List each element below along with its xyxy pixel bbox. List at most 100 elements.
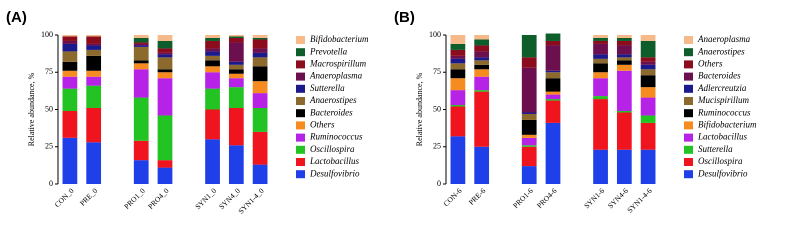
x-tick-label: PRO4-6 xyxy=(535,186,559,210)
x-tick-label: PRO1-6 xyxy=(511,186,535,210)
bar-segment xyxy=(450,55,466,59)
bar-segment xyxy=(205,40,220,49)
bar-segment xyxy=(450,78,466,91)
bar-segment xyxy=(474,69,490,77)
bar-segment xyxy=(205,37,220,41)
bar-segment xyxy=(252,57,268,67)
bar-segment xyxy=(228,145,244,184)
bar-segment xyxy=(545,40,561,46)
bar-segment xyxy=(86,36,102,44)
legend-swatch xyxy=(684,36,693,44)
bar-segment xyxy=(450,136,466,184)
bar-segment xyxy=(228,69,244,74)
bar-segment xyxy=(450,90,466,106)
bar-segment xyxy=(474,91,490,147)
bar-segment xyxy=(474,146,490,184)
bar-segment xyxy=(545,122,561,184)
bar-segment xyxy=(450,63,466,70)
y-axis-label: Relative abundance, % xyxy=(415,72,424,146)
bar-segment xyxy=(545,70,561,73)
bar-segment xyxy=(252,93,268,109)
y-tick-label: 100 xyxy=(41,30,53,39)
x-tick-label: CON_0 xyxy=(53,186,76,209)
bar-segment xyxy=(252,108,268,132)
y-tick-label: 100 xyxy=(429,30,441,39)
bar-segment xyxy=(157,54,173,58)
y-tick-label: 75 xyxy=(433,67,441,76)
legend-label: Ruminococcus xyxy=(309,132,363,142)
panel-label: (B) xyxy=(394,9,415,26)
bar-segment xyxy=(450,105,466,107)
bar-segment xyxy=(205,72,220,89)
bar-segment xyxy=(62,51,78,62)
bar-segment xyxy=(133,45,149,47)
bar-segment xyxy=(133,43,149,46)
legend-swatch xyxy=(296,133,305,142)
bar-segment xyxy=(228,35,244,37)
y-tick-label: 0 xyxy=(49,179,53,188)
bar-segment xyxy=(545,99,561,101)
bar-segment xyxy=(521,57,537,68)
bar-segment xyxy=(228,64,244,70)
bar-segment xyxy=(157,69,173,73)
legend-swatch xyxy=(296,109,305,118)
bar-segment xyxy=(86,70,102,77)
y-tick-label: 75 xyxy=(45,67,53,76)
legend-label: Prevotella xyxy=(309,46,348,56)
bar-segment xyxy=(593,58,608,64)
legend-label: Oscillospira xyxy=(698,156,743,166)
legend-swatch xyxy=(296,158,305,166)
bar-segment xyxy=(474,60,490,65)
bar-segment xyxy=(521,35,537,58)
bar-segment xyxy=(252,52,268,58)
bar-segment xyxy=(252,164,268,184)
legend-label: Anaerostipes xyxy=(309,95,357,105)
bar-segment xyxy=(593,43,608,55)
legend-label: Bifidobacterium xyxy=(698,119,757,129)
bar-segment xyxy=(521,119,537,135)
bar-segment xyxy=(640,40,656,58)
bar-segment xyxy=(521,166,537,184)
legend-swatch xyxy=(684,60,693,69)
bar-segment xyxy=(133,69,149,98)
bar-segment xyxy=(593,99,608,150)
bar-segment xyxy=(450,35,466,44)
bar-segment xyxy=(133,140,149,161)
y-axis-label: Relative abundance, % xyxy=(27,72,36,146)
bar-segment xyxy=(450,106,466,137)
legend-swatch xyxy=(296,84,305,93)
bar-segment xyxy=(593,37,608,41)
bar-segment xyxy=(205,48,220,52)
bar-segment xyxy=(252,81,268,94)
bar-segment xyxy=(157,160,173,168)
y-tick-label: 0 xyxy=(437,179,441,188)
legend-label: Sutterella xyxy=(698,144,733,154)
legend-label: Adlercreutzia xyxy=(697,83,747,93)
bar-segment xyxy=(521,145,537,147)
bar-segment xyxy=(133,35,149,38)
legend-swatch xyxy=(296,97,305,105)
bar-segment xyxy=(62,40,78,44)
x-tick-label: SYN1-6 xyxy=(582,186,606,210)
bar-segment xyxy=(545,33,561,41)
bar-segment xyxy=(86,45,102,50)
bar-segment xyxy=(86,43,102,46)
legend-label: Desulfovibrio xyxy=(697,168,748,178)
bar-segment xyxy=(593,149,608,184)
bar-segment xyxy=(616,64,632,71)
legend-label: Bifidobacterium xyxy=(310,34,369,44)
x-tick-label: PRO1_0 xyxy=(122,186,147,211)
bar-segment xyxy=(521,137,537,146)
bar-segment xyxy=(640,115,656,123)
legend-label: Lactobacillus xyxy=(309,156,359,166)
legend-label: Bacteroides xyxy=(310,107,353,117)
bar-segment xyxy=(474,35,490,40)
bar-segment xyxy=(157,40,173,49)
bar-segment xyxy=(228,42,244,62)
bar-segment xyxy=(593,40,608,44)
bar-segment xyxy=(640,149,656,184)
legend-swatch xyxy=(684,170,693,179)
bar-segment xyxy=(616,35,632,38)
bar-segment xyxy=(593,78,608,97)
legend-swatch xyxy=(296,48,305,57)
